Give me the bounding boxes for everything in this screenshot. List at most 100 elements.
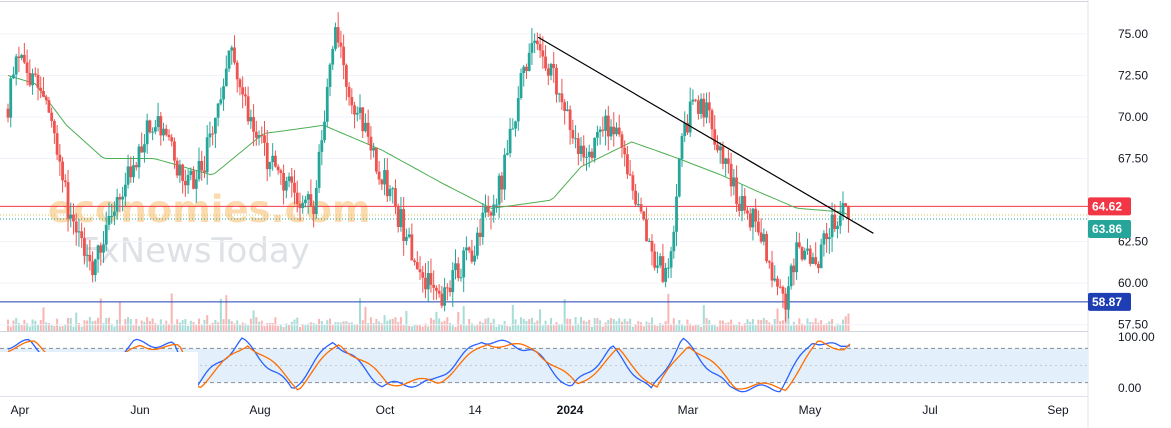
volume-bar [394,317,397,331]
volume-bar [519,317,522,331]
volume-bar [293,319,296,331]
candle-body [522,66,526,74]
candle-body [295,192,299,204]
time-axis: Apr Jun Aug Oct 14 2024 Mar May Jul Sep [11,403,1069,417]
candle-body [748,213,752,228]
candle-body [735,177,738,204]
candle-body [156,116,160,128]
candle-body [688,101,692,133]
volume-bar [626,321,629,331]
candle-body [833,214,837,230]
volume-bar [181,320,184,331]
volume-bar [271,323,274,331]
volume-bar [844,316,847,331]
volume-bar [140,320,143,331]
volume-bar [413,324,416,331]
candle-body [762,234,766,242]
oscillator-tick-label: 100.00 [1118,330,1155,344]
candle-body [645,219,648,242]
candle-body [713,129,717,145]
volume-bar [689,323,692,331]
volume-bar [702,305,705,331]
time-tick-label: May [799,403,822,417]
candle-body [527,52,531,72]
volume-bar [691,325,694,331]
volume-bar [350,322,353,331]
candle-body [219,99,223,104]
candle-body [669,251,673,268]
candle-body [413,260,416,263]
candle-body [740,195,744,211]
volume-bar [42,307,45,331]
candle-body [484,206,487,213]
volume-bar [37,325,40,331]
volume-bar [517,325,520,331]
volume-bar [260,320,263,331]
volume-bar [77,323,80,331]
volume-bar [678,319,681,331]
candle-body [699,98,703,114]
price-axis: 75.00 72.50 70.00 67.50 62.50 60.00 57.50100.0… [1118,27,1155,395]
candle-body [314,187,318,214]
price-tick-label: 57.50 [1118,318,1148,332]
volume-bar [711,325,714,331]
volume-bar [118,301,121,331]
candle-body [77,231,81,233]
volume-bar [443,320,446,331]
volume-bar [421,326,424,331]
candle-body [290,176,294,183]
volume-bar [820,320,823,331]
candle-body [134,165,138,168]
volume-bar [498,323,501,331]
volume-bar [637,321,640,331]
candle-body [568,109,572,131]
candle-body [175,160,179,176]
volume-bar [555,322,558,331]
candle-body [538,44,542,51]
candle-body [358,107,362,113]
candle-body [579,145,583,154]
volume-bar [768,322,771,331]
candle-body [227,50,231,69]
volume-bar [841,319,844,331]
volume-bar [659,323,662,331]
moving-average-line [7,75,851,216]
candle-body [448,287,452,293]
volume-bar [476,325,479,331]
candle-body [159,116,163,136]
volume-bar [268,322,271,331]
candle-body [696,100,700,114]
candle-body [481,212,485,237]
volume-bar [263,326,266,331]
volume-bar [189,320,192,331]
volume-bar [656,326,659,331]
candle-body [260,135,264,137]
time-tick-label: Sep [1047,403,1069,417]
candle-body [197,160,201,180]
volume-bar [640,322,643,331]
candle-body [276,166,280,171]
volume-bar [839,324,842,331]
volume-bar [653,325,656,331]
volume-bar [847,313,850,331]
candle-body [96,245,100,260]
candle-body [298,203,302,209]
volume-bar [571,325,574,331]
volume-bar [47,323,50,331]
candle-body [691,99,695,102]
time-tick-label: 14 [468,403,482,417]
volume-bar [440,321,443,331]
candle-body [721,146,725,164]
candle-body [784,293,788,310]
candle-body [399,209,403,227]
candle-body [252,117,255,132]
candle-body [658,256,662,266]
candle-body [830,214,834,238]
volume-bar [511,304,514,331]
candle-body [495,204,498,206]
volume-bar [312,322,315,331]
price-tick-label: 72.50 [1118,68,1148,82]
candle-body [88,254,92,262]
candle-body [83,238,86,256]
